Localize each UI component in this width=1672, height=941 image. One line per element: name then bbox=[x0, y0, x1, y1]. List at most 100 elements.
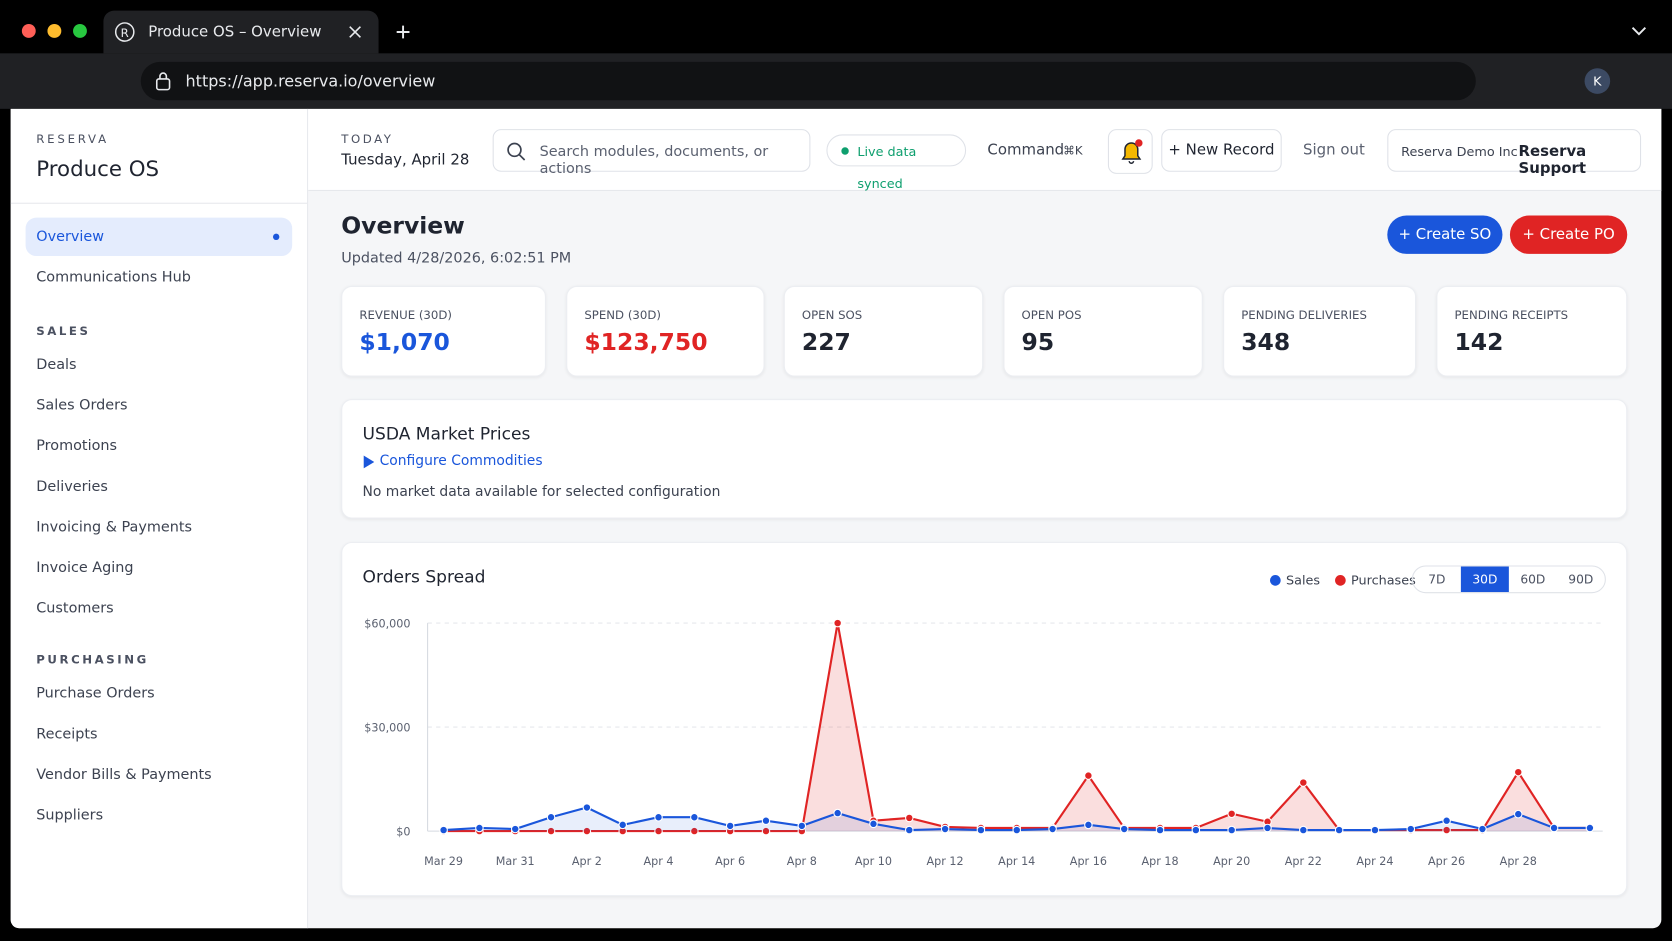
section-title: SALES bbox=[36, 324, 91, 339]
active-dot bbox=[272, 233, 280, 241]
chart: $0 $30,000 $60,000 Mar 29 Mar 31 Apr 2 Apr 4 Ap… bbox=[364, 617, 1603, 868]
x-tick-label: Apr 8 bbox=[787, 855, 817, 868]
nav-item[interactable]: Deals bbox=[36, 356, 77, 374]
x-tick-label: Apr 6 bbox=[715, 855, 745, 868]
data-point bbox=[940, 824, 950, 834]
legend-label: Purchases bbox=[1350, 572, 1416, 588]
y-tick-label: $30,000 bbox=[364, 721, 410, 734]
org-switcher[interactable]: Reserva Demo Inc Reserva Support bbox=[1387, 129, 1642, 177]
kpi-card: SPEND (30D) $123,750 bbox=[566, 285, 765, 377]
nav-item[interactable]: Overview bbox=[25, 217, 293, 257]
configure-link[interactable]: Configure Commodities bbox=[379, 453, 543, 470]
nav-item[interactable]: Sales Orders bbox=[36, 396, 128, 414]
data-point bbox=[1084, 820, 1093, 830]
data-point bbox=[905, 813, 914, 823]
divider bbox=[10, 202, 308, 204]
range-button[interactable]: 60D bbox=[1520, 571, 1546, 587]
kpi-value: $1,070 bbox=[359, 329, 450, 357]
data-point bbox=[582, 826, 592, 836]
org: Reserva Demo Inc bbox=[1401, 144, 1518, 159]
x-tick-label: Apr 18 bbox=[1141, 855, 1178, 868]
kpi-card: OPEN SOS 227 bbox=[783, 285, 984, 377]
new-record[interactable]: + New Record bbox=[1161, 129, 1282, 172]
kpi-value: $123,750 bbox=[584, 329, 708, 357]
nav-item[interactable]: Invoicing & Payments bbox=[36, 518, 193, 536]
nav-item[interactable]: Customers bbox=[36, 599, 114, 617]
data-point bbox=[1549, 823, 1559, 833]
x-tick-label: Mar 31 bbox=[496, 855, 535, 868]
data-point bbox=[1442, 816, 1451, 825]
kpi-value: 142 bbox=[1454, 329, 1504, 357]
sidebar: RESERVA Produce OS Overview Communication… bbox=[10, 108, 309, 929]
tab-icon: R bbox=[114, 22, 135, 42]
data-point bbox=[1299, 825, 1308, 835]
data-point bbox=[1478, 824, 1487, 834]
x-tick-label: Apr 2 bbox=[572, 855, 602, 868]
market-title: USDA Market Prices bbox=[362, 423, 531, 444]
page-title: Overview bbox=[341, 213, 465, 241]
data-point bbox=[582, 803, 592, 812]
kpi-label: PENDING DELIVERIES bbox=[1241, 308, 1367, 323]
kpi-card: REVENUE (30D) $1,070 bbox=[341, 285, 546, 377]
data-point bbox=[618, 820, 627, 830]
range-button[interactable]: 90D bbox=[1568, 571, 1594, 587]
bell-icon bbox=[1121, 139, 1143, 164]
data-point bbox=[1334, 825, 1344, 835]
kpi-value: 348 bbox=[1241, 329, 1291, 357]
create-so[interactable]: + Create SO bbox=[1387, 215, 1503, 254]
nav-item[interactable]: Invoice Aging bbox=[36, 559, 134, 577]
kpi-label: OPEN POS bbox=[1021, 308, 1082, 323]
address-bar[interactable]: https://app.reserva.io/overview bbox=[140, 61, 1476, 101]
kpi-card: PENDING DELIVERIES 348 bbox=[1223, 285, 1417, 377]
shortcut: ⌘K bbox=[1063, 144, 1083, 158]
data-point bbox=[439, 825, 448, 835]
data-point bbox=[690, 826, 699, 836]
kpi-label: PENDING RECEIPTS bbox=[1454, 308, 1569, 323]
data-point bbox=[725, 821, 735, 831]
nav-item[interactable]: Promotions bbox=[36, 437, 118, 455]
range-button[interactable]: 7D bbox=[1428, 571, 1446, 587]
nav-label: Communications Hub bbox=[36, 268, 191, 286]
app-name: Produce OS bbox=[36, 155, 160, 182]
data-point bbox=[1227, 825, 1236, 835]
chart-card: Orders Spread Sales Purchases 7D 30D 60D 90D… bbox=[341, 541, 1628, 897]
x-tick-label: Apr 28 bbox=[1500, 855, 1537, 868]
create-po[interactable]: + Create PO bbox=[1509, 215, 1628, 254]
x-tick-label: Apr 14 bbox=[998, 855, 1035, 868]
data-point bbox=[546, 812, 556, 822]
data-point bbox=[1406, 824, 1416, 834]
legend: Sales Purchases bbox=[1269, 572, 1416, 588]
notifications[interactable] bbox=[1107, 129, 1153, 174]
data-point bbox=[1227, 809, 1236, 819]
search-placeholder: Search modules, documents, or actions bbox=[539, 142, 769, 178]
browser-tab[interactable]: R Produce OS – Overview bbox=[103, 10, 379, 54]
data-point bbox=[1370, 825, 1380, 835]
command[interactable]: Command bbox=[987, 141, 1065, 159]
nav-item[interactable]: Vendor Bills & Payments bbox=[36, 766, 212, 784]
search[interactable]: Search modules, documents, or actions bbox=[492, 129, 811, 177]
nav-item[interactable]: Deliveries bbox=[36, 477, 108, 496]
kpi-value: 95 bbox=[1021, 329, 1055, 357]
series-area bbox=[443, 807, 1590, 832]
data-point bbox=[546, 826, 556, 836]
kpi-value: 227 bbox=[801, 329, 851, 357]
today-label: TODAY bbox=[341, 132, 394, 147]
legend-item: Purchases bbox=[1334, 572, 1416, 588]
lock-icon bbox=[155, 72, 171, 91]
range-button[interactable]: 30D bbox=[1460, 566, 1509, 593]
data-point bbox=[1084, 771, 1093, 780]
nav-item[interactable]: Purchase Orders bbox=[36, 684, 155, 703]
tab-close[interactable] bbox=[349, 26, 362, 39]
kpi-card: PENDING RECEIPTS 142 bbox=[1436, 285, 1628, 377]
x-tick-label: Apr 12 bbox=[927, 855, 964, 868]
data-point bbox=[1299, 778, 1308, 787]
nav-item[interactable]: Suppliers bbox=[36, 806, 104, 824]
avatar[interactable]: K bbox=[1584, 68, 1611, 94]
nav-label: Overview bbox=[36, 228, 105, 246]
data-point bbox=[833, 808, 842, 818]
nav-item[interactable]: Communications Hub bbox=[26, 258, 293, 296]
nav-item[interactable]: Receipts bbox=[36, 725, 98, 743]
chart-title: Orders Spread bbox=[362, 566, 486, 587]
sign-out[interactable]: Sign out bbox=[1303, 141, 1365, 159]
app: RESERVA Produce OS Overview Communication… bbox=[10, 108, 1662, 929]
